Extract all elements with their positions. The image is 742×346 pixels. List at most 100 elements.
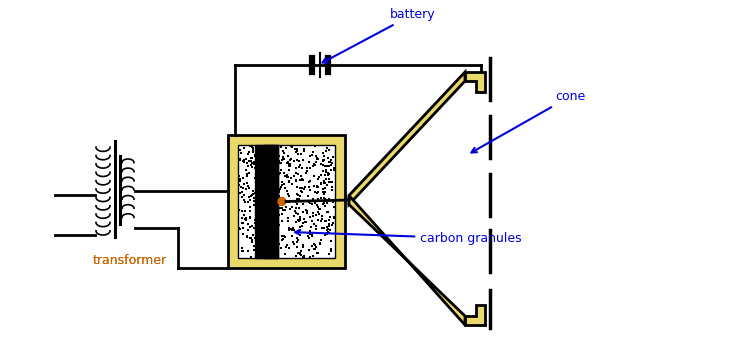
Point xyxy=(271,190,283,196)
Point xyxy=(291,191,303,196)
Point xyxy=(318,200,330,206)
Point xyxy=(278,156,289,161)
Point xyxy=(326,161,338,166)
Point xyxy=(286,156,298,161)
Point xyxy=(298,254,310,260)
Point xyxy=(326,179,338,185)
Point xyxy=(234,157,246,163)
Point xyxy=(319,233,331,238)
Point xyxy=(282,154,294,159)
Point xyxy=(300,219,312,225)
Point xyxy=(275,246,286,251)
Point xyxy=(294,185,306,191)
Point xyxy=(240,209,252,214)
Point xyxy=(270,167,282,173)
Point xyxy=(243,208,255,214)
Point xyxy=(262,204,274,209)
Point xyxy=(312,251,324,256)
Point xyxy=(306,201,318,207)
Point xyxy=(308,162,320,167)
Point xyxy=(315,237,326,243)
Point xyxy=(328,165,340,171)
Point xyxy=(304,231,316,237)
Point xyxy=(249,243,260,248)
Point xyxy=(246,236,257,241)
Point xyxy=(279,234,291,239)
Point xyxy=(268,164,280,170)
Point xyxy=(233,183,245,188)
Point xyxy=(249,247,261,253)
Point xyxy=(288,228,300,233)
Point xyxy=(261,158,273,164)
Point xyxy=(297,242,309,248)
Point xyxy=(296,224,308,229)
Point xyxy=(282,175,294,180)
Point xyxy=(277,154,289,160)
Point xyxy=(292,152,304,157)
Point xyxy=(248,247,260,253)
Point xyxy=(323,147,335,153)
Point xyxy=(278,200,289,205)
Point xyxy=(315,161,327,166)
Point xyxy=(241,173,253,179)
Point xyxy=(268,215,280,220)
Polygon shape xyxy=(465,305,485,325)
Point xyxy=(244,204,256,209)
Polygon shape xyxy=(238,145,335,258)
Point xyxy=(289,213,301,218)
Point xyxy=(322,171,334,176)
Point xyxy=(277,195,289,201)
Point xyxy=(290,170,302,175)
Point xyxy=(294,193,306,199)
Point xyxy=(302,193,314,199)
Point xyxy=(257,149,269,155)
Point xyxy=(284,162,296,167)
Point xyxy=(235,184,247,190)
Point xyxy=(321,209,332,215)
Point xyxy=(245,158,257,164)
Point xyxy=(246,223,257,228)
Point xyxy=(263,200,275,205)
Point xyxy=(266,176,278,181)
Point xyxy=(241,233,253,238)
Point xyxy=(317,190,329,195)
Point xyxy=(248,195,260,200)
Point xyxy=(293,196,305,202)
Point xyxy=(276,211,288,217)
Point xyxy=(315,218,327,223)
Point xyxy=(252,246,263,252)
Point xyxy=(235,151,247,156)
Point xyxy=(250,189,262,195)
Point xyxy=(297,244,309,249)
Point xyxy=(240,186,252,191)
Point xyxy=(307,197,319,202)
Point xyxy=(242,183,254,188)
Point xyxy=(234,156,246,162)
Point xyxy=(283,227,295,233)
Point xyxy=(314,241,326,246)
Circle shape xyxy=(278,198,286,206)
Point xyxy=(314,206,326,211)
Point xyxy=(328,167,340,173)
Point xyxy=(321,201,333,206)
Point xyxy=(276,182,288,188)
Point xyxy=(307,213,319,219)
Point xyxy=(275,161,286,166)
Point xyxy=(320,218,332,223)
Point xyxy=(240,167,252,173)
Point xyxy=(278,151,290,156)
Point xyxy=(303,184,315,190)
Point xyxy=(275,233,287,238)
Point xyxy=(323,230,335,235)
Point xyxy=(298,148,310,154)
Point xyxy=(263,202,275,208)
Point xyxy=(264,190,276,195)
Point xyxy=(321,198,332,203)
Point xyxy=(257,162,269,168)
Point xyxy=(258,251,270,256)
Point xyxy=(312,174,324,179)
Point xyxy=(305,224,317,230)
Point xyxy=(273,222,285,228)
Point xyxy=(290,219,302,225)
Point xyxy=(312,209,324,215)
